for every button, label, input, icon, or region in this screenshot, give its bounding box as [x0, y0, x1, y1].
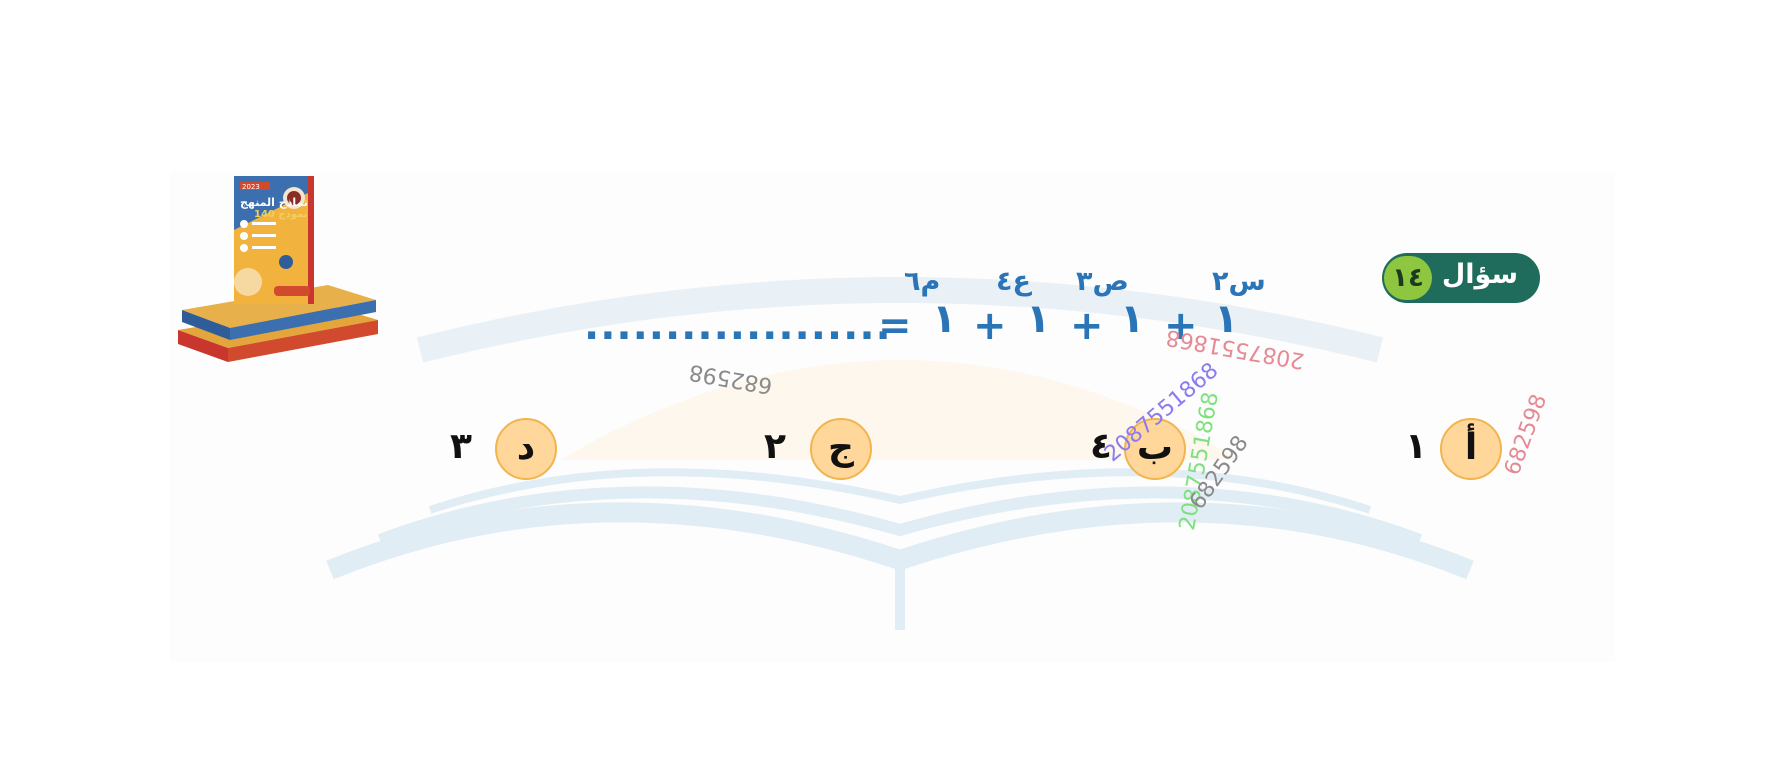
term-4-base: ١ — [932, 296, 957, 342]
option-c-letter[interactable]: ج — [810, 418, 872, 480]
option-a-value: ١ — [1405, 426, 1427, 467]
term-3: ع٤ ١ — [996, 266, 1051, 342]
book-title: نماذج المنهج — [240, 196, 308, 210]
question-number: ١٤ — [1384, 256, 1432, 300]
book-subtitle: 140 نموذج — [254, 209, 307, 220]
option-c-value: ٢ — [764, 426, 786, 467]
plus-sign-3: + — [973, 303, 1007, 349]
option-d-value: ٣ — [450, 426, 472, 467]
term-4: م٦ ١ — [904, 266, 957, 342]
term-3-exponent: ع٤ — [996, 266, 1031, 297]
plus-sign-1: + — [1164, 303, 1198, 349]
term-1-exponent: س٢ — [1212, 266, 1266, 297]
book-year: 2023 — [242, 183, 260, 191]
answer-blank: ................... — [584, 303, 892, 349]
option-a-letter[interactable]: أ — [1440, 418, 1502, 480]
book-stack-image: 2023 نماذج المنهج 140 نموذج — [178, 176, 378, 362]
term-2: ص٣ ١ — [1076, 266, 1145, 342]
question-label: سؤال — [1441, 259, 1518, 290]
term-1-base: ١ — [1214, 296, 1239, 342]
option-b-value: ٤ — [1090, 426, 1112, 467]
option-d-letter[interactable]: د — [495, 418, 557, 480]
term-3-base: ١ — [1026, 296, 1051, 342]
content-panel — [170, 172, 1615, 662]
term-2-exponent: ص٣ — [1076, 266, 1129, 297]
background-book-logo — [326, 277, 1474, 630]
option-b-letter[interactable]: ب — [1124, 418, 1186, 480]
term-4-exponent: م٦ — [904, 266, 941, 297]
equals-sign: = — [878, 303, 912, 349]
plus-sign-2: + — [1070, 303, 1104, 349]
term-1: س٢ ١ — [1212, 266, 1266, 342]
term-2-base: ١ — [1120, 296, 1145, 342]
question-badge: ١٤ سؤال — [1382, 253, 1540, 303]
